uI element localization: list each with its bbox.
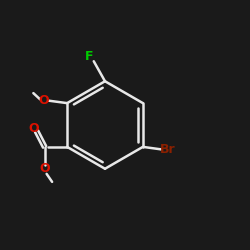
Text: O: O [39,162,50,174]
Text: O: O [38,94,49,107]
Text: O: O [28,122,39,134]
Text: F: F [84,50,93,63]
Text: Br: Br [160,143,176,156]
